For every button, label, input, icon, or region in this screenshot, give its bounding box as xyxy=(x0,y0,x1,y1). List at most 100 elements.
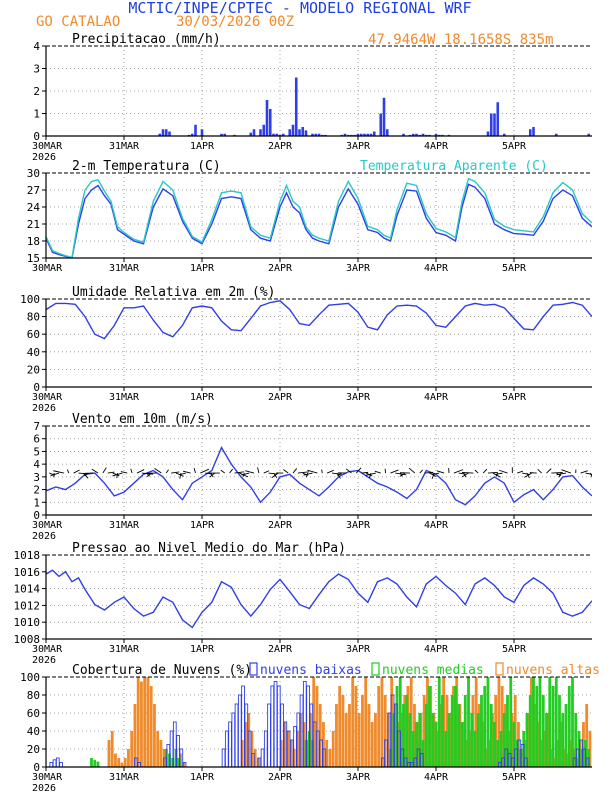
cloud-bar-orange xyxy=(380,677,384,767)
y-tick-label: 0 xyxy=(33,381,40,394)
cloud-bar-green xyxy=(428,686,431,767)
cloud-bar-blue xyxy=(387,712,392,767)
coords-label: 47.9464W 18.1658S 835m xyxy=(368,32,553,48)
cloud-bar-blue xyxy=(410,762,414,767)
precip-bar xyxy=(281,133,285,136)
cloud-bar-orange xyxy=(348,704,351,767)
precip-bar xyxy=(493,113,496,136)
cloud-bar-green xyxy=(538,677,542,767)
y-tick-label: 1012 xyxy=(14,599,41,612)
cloud-bar-green xyxy=(483,686,487,767)
cloud-bar-green xyxy=(551,686,555,767)
precip-bar xyxy=(411,133,415,136)
wind-arrow xyxy=(321,469,323,474)
precip-bar xyxy=(402,133,405,136)
cloud-bar-blue xyxy=(273,681,278,767)
cloud-bar-blue xyxy=(497,762,502,767)
wind-arrow xyxy=(429,472,437,478)
y-tick-label: 1016 xyxy=(14,566,41,579)
wind-arrow xyxy=(283,469,289,474)
year-label: 2026 xyxy=(32,152,56,163)
precip-bar xyxy=(528,129,532,136)
wind-arrow xyxy=(271,472,279,479)
cloud-bar-orange xyxy=(247,713,251,767)
wind-arrow xyxy=(517,470,524,474)
cloud-bar-orange xyxy=(123,758,127,767)
panel-title: Precipitacao (mm/h) xyxy=(72,32,221,47)
cloud-bar-orange xyxy=(240,740,244,767)
wind-arrow xyxy=(384,468,387,474)
cloud-bar-green xyxy=(431,713,435,767)
wind-arrow xyxy=(116,472,118,479)
cloud-bar-blue xyxy=(270,685,275,767)
cloud-bar-blue xyxy=(55,757,60,767)
y-tick-label: 15 xyxy=(27,252,40,265)
cloud-bar-blue xyxy=(510,757,515,767)
panel-title: Umidade Relativa em 2m (%) xyxy=(72,285,276,300)
cloud-bar-orange xyxy=(335,704,338,767)
cloud-bar-orange xyxy=(257,758,260,767)
year-label: 2026 xyxy=(32,403,56,414)
precip-bar xyxy=(385,129,389,136)
cloud-bar-green xyxy=(411,731,415,767)
wind-arrow xyxy=(53,470,64,474)
cloud-bar-orange xyxy=(146,677,150,767)
cloud-bar-blue xyxy=(315,730,320,767)
y-tick-label: 2 xyxy=(33,85,40,98)
cloud-bar-orange xyxy=(328,749,332,767)
cloud-bar-orange xyxy=(136,677,140,767)
legend-swatch xyxy=(495,662,504,676)
precip-bar xyxy=(268,109,272,136)
wind-arrow xyxy=(305,472,309,478)
cloud-bar-orange xyxy=(140,681,143,767)
cloud-bar-orange xyxy=(250,731,254,767)
series-line-blue xyxy=(46,446,592,506)
precip-bar xyxy=(532,127,535,136)
precip-bar xyxy=(265,100,269,136)
x-tick-label: 31MAR xyxy=(109,772,140,783)
wind-arrow xyxy=(436,470,445,474)
series-line-blue xyxy=(46,300,592,340)
cloud-bar-green xyxy=(434,722,438,767)
wind-arrow xyxy=(356,467,362,474)
cloud-bar-orange xyxy=(497,677,501,767)
cloud-bar-blue xyxy=(413,757,418,767)
cloud-bar-orange xyxy=(143,677,147,767)
wind-arrow xyxy=(461,472,469,478)
x-tick-label: 30MAR xyxy=(32,392,63,403)
cloud-bar-blue xyxy=(380,757,385,767)
cloud-bar-orange xyxy=(315,686,319,767)
cloud-bar-green xyxy=(567,686,571,767)
wind-arrow xyxy=(193,467,196,474)
cloud-bar-green xyxy=(437,677,441,767)
cloud-bar-green xyxy=(535,686,539,767)
cloud-bar-green xyxy=(486,677,490,767)
cloud-bar-blue xyxy=(403,757,408,767)
x-tick-label: 1APR xyxy=(190,520,215,531)
precip-bar xyxy=(314,133,318,136)
wind-arrow xyxy=(494,472,503,476)
cloud-bar-green xyxy=(509,677,513,767)
y-tick-label: 1008 xyxy=(14,633,41,646)
cloud-bar-orange xyxy=(149,686,153,767)
x-tick-label: 3APR xyxy=(346,644,371,655)
wind-arrow xyxy=(546,468,552,474)
wind-arrow xyxy=(268,472,277,475)
panel-pressure: 1008 1010 1012 1014 1016 1018 30MAR 31MAR 1APR 2A… xyxy=(14,541,592,666)
cloud-bar-orange xyxy=(341,695,345,767)
cloud-bar-orange xyxy=(322,722,325,767)
panel-rh: 0 20 40 60 80 100 30MAR 31MAR 1APR 2APR 3APR 4APR 5A… xyxy=(20,285,592,414)
cloud-bar-blue xyxy=(276,685,281,767)
panel-title: Vento em 10m (m/s) xyxy=(72,412,213,427)
panel-title: 2-m Temperatura (C) xyxy=(72,159,221,174)
wind-arrow xyxy=(50,472,60,477)
wind-arrow xyxy=(499,469,508,474)
cloud-bar-orange xyxy=(331,731,335,767)
wind-arrow xyxy=(154,468,162,474)
y-tick-label: 3 xyxy=(33,471,40,484)
wind-arrow xyxy=(524,472,533,478)
y-tick-label: 20 xyxy=(27,363,40,376)
wind-arrow xyxy=(209,472,216,478)
y-tick-label: 80 xyxy=(27,311,40,324)
cloud-bar-green xyxy=(528,695,532,767)
